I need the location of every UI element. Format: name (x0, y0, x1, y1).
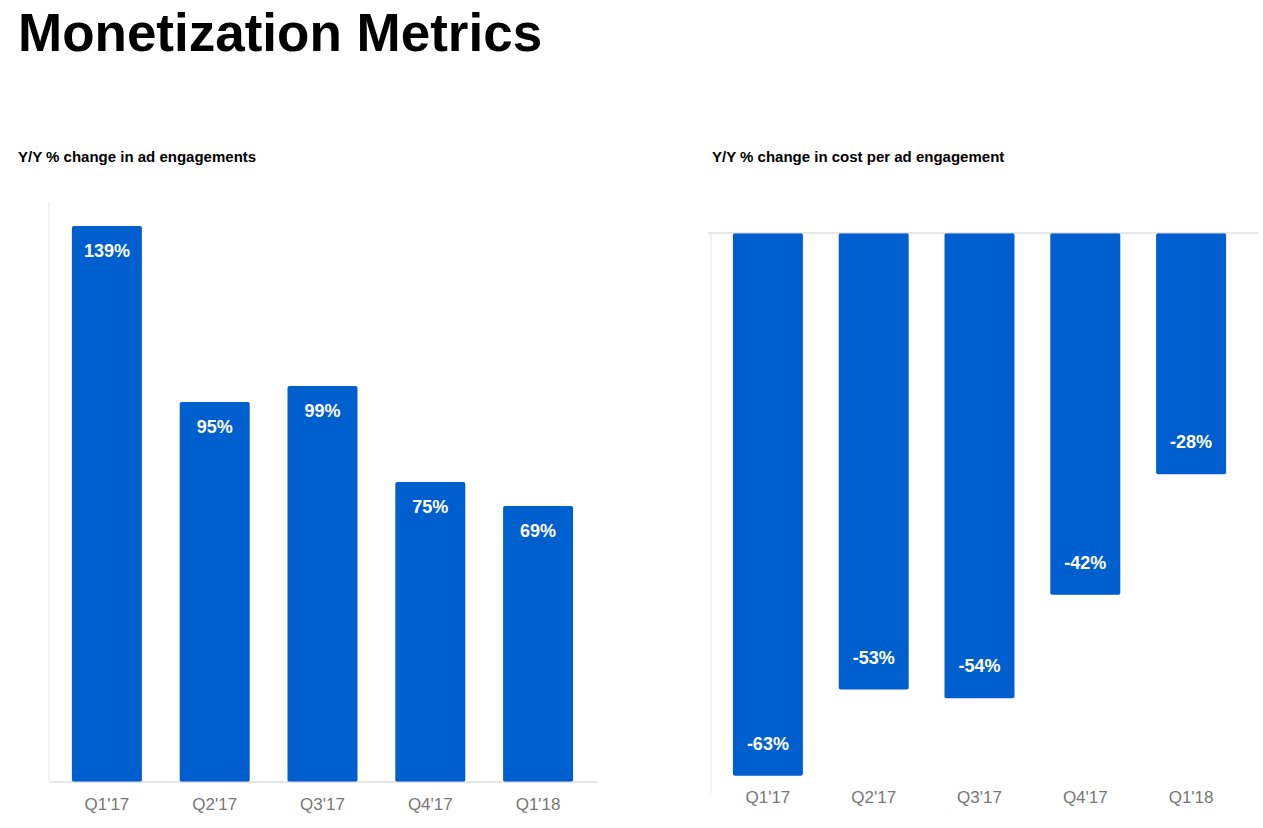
x-tick-label: Q4'17 (408, 795, 453, 814)
y-axis-line (711, 233, 712, 793)
bar (1050, 233, 1120, 595)
canvas: Monetization Metrics Y/Y % change in ad e… (0, 0, 1263, 828)
x-tick-label: Q1'17 (84, 795, 129, 814)
data-label: 139% (84, 241, 130, 261)
data-label: -63% (747, 734, 789, 754)
bar (503, 506, 573, 782)
x-tick-label: Q3'17 (300, 795, 345, 814)
page-title: Monetization Metrics (18, 3, 542, 62)
bar (288, 386, 358, 782)
data-label: 75% (412, 497, 448, 517)
data-label: -28% (1170, 432, 1212, 452)
baseline (708, 233, 1258, 234)
x-tick-label: Q1'18 (516, 795, 561, 814)
bar (945, 233, 1015, 698)
bar (72, 226, 142, 782)
data-label: -42% (1064, 553, 1106, 573)
bars (733, 233, 1226, 776)
x-tick-label: Q4'17 (1063, 788, 1108, 807)
x-tick-label: Q2'17 (851, 788, 896, 807)
data-label: 69% (520, 521, 556, 541)
chart-title: Y/Y % change in ad engagements (18, 148, 256, 165)
bar (1156, 233, 1226, 474)
x-tick-label: Q3'17 (957, 788, 1002, 807)
chart-title: Y/Y % change in cost per ad engagement (712, 148, 1004, 165)
bar (395, 482, 465, 782)
chart: Y/Y % change in cost per ad engagement -6… (708, 148, 1258, 807)
data-label: 99% (304, 401, 340, 421)
y-axis-line (49, 202, 50, 782)
data-label: -54% (958, 656, 1000, 676)
data-label: 95% (197, 417, 233, 437)
data-label: -53% (853, 648, 895, 668)
x-tick-label: Q1'18 (1169, 788, 1214, 807)
bar (733, 233, 803, 776)
bar (180, 402, 250, 782)
x-tick-label: Q1'17 (745, 788, 790, 807)
chart: Y/Y % change in ad engagements 139% 95% 99%… (18, 148, 598, 814)
baseline (50, 782, 598, 783)
bars (72, 226, 573, 782)
bar (839, 233, 909, 690)
x-tick-label: Q2'17 (192, 795, 237, 814)
page: Monetization Metrics Y/Y % change in ad e… (0, 0, 1263, 828)
